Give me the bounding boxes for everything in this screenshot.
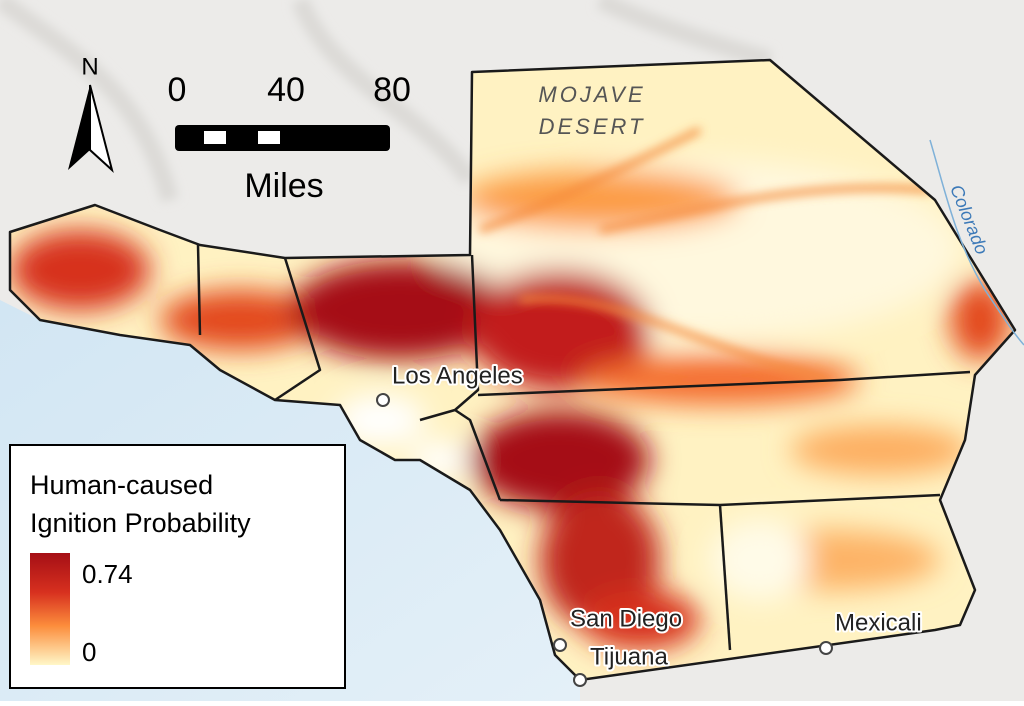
city-marker: [553, 638, 567, 652]
legend-title: Ignition Probability: [30, 508, 251, 538]
legend: Human-caused Ignition Probability 0.74 0: [9, 444, 346, 689]
county-boundaries: [8, 58, 1017, 682]
scale-bar: 0 40 80 Miles: [168, 71, 411, 205]
river: [929, 139, 1024, 346]
legend-title: Human-caused: [30, 470, 213, 500]
region-label: MOJAVE: [538, 82, 645, 107]
city-label: Los Angeles: [392, 362, 523, 389]
cities: Los Angeles San Diego Tijuana Mexicali: [376, 360, 924, 687]
scale-unit: Miles: [244, 167, 323, 205]
terrain-shading: [0, 0, 773, 203]
city-label: San Diego: [570, 605, 682, 632]
north-arrow: N: [68, 53, 114, 173]
color-ramp: [30, 553, 70, 665]
north-label: N: [81, 53, 98, 80]
region-label: DESERT: [539, 114, 646, 139]
city-marker: [819, 641, 833, 655]
city-label: Tijuana: [590, 643, 668, 670]
city-marker: [376, 393, 390, 407]
legend-min: 0: [82, 637, 96, 667]
legend-max: 0.74: [82, 559, 133, 589]
scale-tick-label: 0: [168, 71, 187, 109]
city-label: Mexicali: [835, 609, 922, 636]
scale-tick-label: 80: [373, 71, 411, 109]
city-marker: [573, 673, 587, 687]
scale-tick-label: 40: [267, 71, 305, 109]
probability-surface: [10, 60, 1015, 680]
